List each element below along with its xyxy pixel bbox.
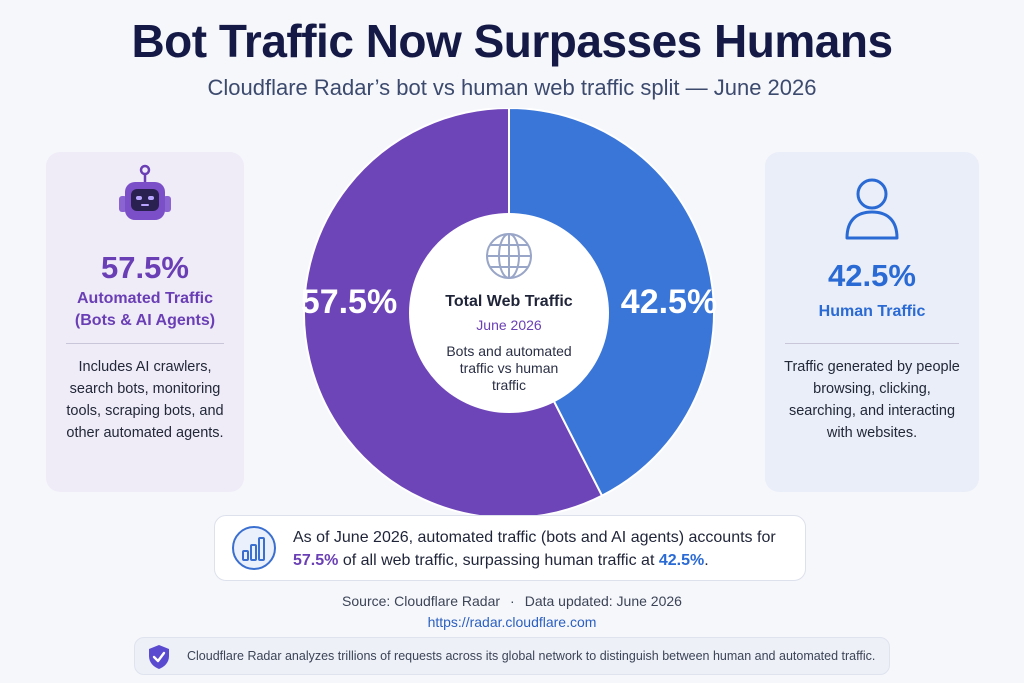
card-divider bbox=[785, 343, 959, 344]
human-description: Traffic generated by people browsing, cl… bbox=[784, 359, 960, 441]
globe-icon bbox=[486, 233, 532, 279]
summary-text-start: As of June 2026, automated traffic (bots… bbox=[293, 529, 776, 546]
page-title: Bot Traffic Now Surpasses Humans bbox=[131, 15, 893, 67]
updated-text: Data updated: June 2026 bbox=[524, 593, 682, 609]
shield-icon bbox=[147, 644, 171, 675]
summary-text: As of June 2026, automated traffic (bots… bbox=[293, 526, 793, 572]
page-subtitle: Cloudflare Radar’s bot vs human web traf… bbox=[207, 75, 817, 100]
summary-text-middle: of all web traffic, surpassing human tra… bbox=[342, 552, 655, 569]
automated-traffic-card: 57.5% Automated Traffic (Bots & AI Agent… bbox=[46, 152, 244, 492]
center-note: Bots and automated traffic vs human traffi… bbox=[446, 343, 571, 393]
robot-icon bbox=[46, 162, 244, 230]
source-separator: · bbox=[510, 593, 515, 609]
footer-text: Cloudflare Radar analyzes trillions of r… bbox=[187, 649, 876, 663]
human-traffic-card: 42.5% Human Traffic Traffic generated by… bbox=[765, 152, 979, 492]
source-text: Source: Cloudflare Radar bbox=[342, 593, 501, 609]
automated-description: Includes AI crawlers, search bots, monit… bbox=[66, 359, 224, 441]
human-percent: 42.5% bbox=[828, 258, 916, 293]
person-icon bbox=[765, 172, 979, 242]
source-link[interactable]: https://radar.cloudflare.com bbox=[427, 614, 597, 630]
summary-callout: As of June 2026, automated traffic (bots… bbox=[214, 515, 806, 581]
source-line: Source: Cloudflare Radar · Data updated: J… bbox=[0, 593, 1024, 609]
summary-text-end: . bbox=[704, 552, 709, 569]
bar-chart-icon bbox=[231, 525, 277, 576]
footer-note: Cloudflare Radar analyzes trillions of r… bbox=[134, 637, 890, 675]
slice-label-automated: 57.5% bbox=[301, 283, 397, 321]
center-title: Total Web Traffic bbox=[445, 293, 573, 310]
traffic-donut-chart: Total Web Traffic June 2026 Bots and aut… bbox=[301, 108, 717, 518]
summary-bot-percent: 57.5% bbox=[293, 552, 339, 569]
card-divider bbox=[66, 343, 224, 344]
automated-label: Automated Traffic (Bots & AI Agents) bbox=[74, 290, 216, 329]
automated-percent: 57.5% bbox=[101, 250, 189, 285]
slice-label-human: 42.5% bbox=[621, 283, 717, 321]
summary-human-percent: 42.5% bbox=[658, 552, 705, 569]
donut-hole bbox=[409, 213, 609, 413]
human-label: Human Traffic bbox=[818, 303, 926, 320]
center-date: June 2026 bbox=[476, 317, 542, 333]
